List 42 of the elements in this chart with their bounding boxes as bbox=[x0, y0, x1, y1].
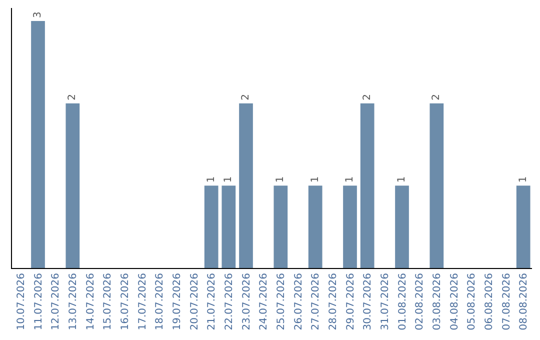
data-label: 1 bbox=[223, 176, 234, 183]
data-label: 3 bbox=[32, 12, 44, 18]
x-tick-label: 03.08.2026 bbox=[432, 273, 443, 330]
x-tick-label: 18.07.2026 bbox=[154, 273, 166, 330]
x-tick-label: 10.07.2026 bbox=[16, 273, 27, 330]
x-tick-label: 23.07.2026 bbox=[241, 273, 252, 330]
x-tick-label: 25.07.2026 bbox=[276, 273, 287, 330]
x-tick-label: 11.07.2026 bbox=[33, 273, 44, 330]
data-label: 1 bbox=[206, 176, 217, 183]
x-tick-label: 19.07.2026 bbox=[172, 273, 183, 330]
x-tick-label: 13.07.2026 bbox=[68, 273, 79, 330]
x-tick-label: 26.07.2026 bbox=[293, 273, 304, 330]
x-tick-label: 22.07.2026 bbox=[224, 273, 235, 330]
data-label: 2 bbox=[67, 94, 78, 100]
x-tick-label: 17.07.2026 bbox=[137, 273, 148, 330]
x-tick-label: 02.08.2026 bbox=[414, 273, 426, 330]
x-tick-label: 01.08.2026 bbox=[397, 273, 408, 330]
x-tick-label: 28.07.2026 bbox=[328, 273, 339, 330]
data-label: 1 bbox=[310, 176, 321, 183]
x-tick-label: 05.08.2026 bbox=[466, 273, 478, 330]
x-tick-label: 21.07.2026 bbox=[206, 273, 218, 330]
x-tick-label: 20.07.2026 bbox=[189, 273, 200, 330]
x-tick-label: 04.08.2026 bbox=[449, 273, 460, 330]
x-tick-label: 27.07.2026 bbox=[310, 273, 322, 330]
x-tick-label: 24.07.2026 bbox=[258, 273, 270, 330]
data-label: 2 bbox=[240, 94, 252, 100]
data-label: 1 bbox=[396, 176, 408, 183]
data-label: 2 bbox=[431, 94, 442, 100]
x-tick-label: 16.07.2026 bbox=[120, 273, 131, 330]
x-tick-label: 12.07.2026 bbox=[50, 273, 62, 330]
data-label: 1 bbox=[518, 176, 529, 183]
x-tick-label: 29.07.2026 bbox=[345, 273, 356, 330]
data-label: 2 bbox=[362, 94, 373, 100]
data-label: 1 bbox=[275, 176, 286, 183]
x-tick-label: 08.08.2026 bbox=[518, 273, 530, 330]
x-tick-label: 07.08.2026 bbox=[501, 273, 512, 330]
x-tick-label: 31.07.2026 bbox=[380, 273, 391, 330]
x-tick-label: 06.08.2026 bbox=[484, 273, 495, 330]
x-tick-label: 14.07.2026 bbox=[85, 273, 96, 330]
x-tick-label: 30.07.2026 bbox=[362, 273, 374, 330]
data-label: 1 bbox=[344, 176, 356, 183]
x-tick-label: 15.07.2026 bbox=[102, 273, 114, 330]
